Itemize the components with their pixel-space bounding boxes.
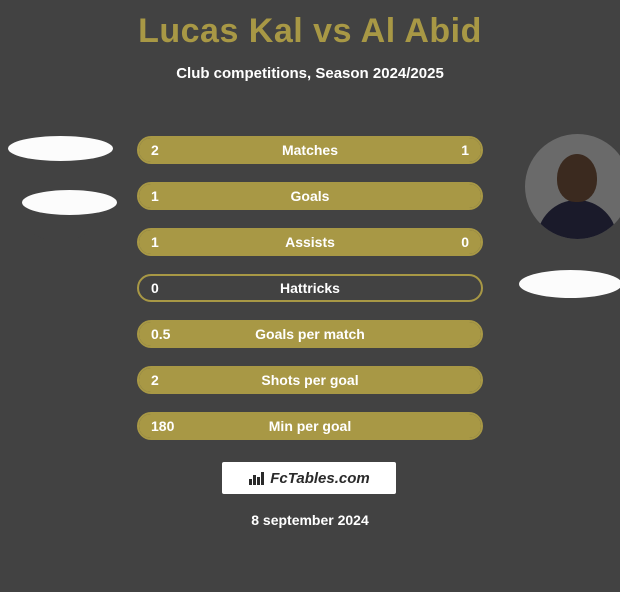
stat-value-right: 1 (461, 138, 469, 162)
stat-label: Goals per match (139, 322, 481, 346)
stat-row: 1 Assists 0 (137, 228, 483, 256)
stat-label: Matches (139, 138, 481, 162)
stat-label: Goals (139, 184, 481, 208)
stat-row: 2 Shots per goal (137, 366, 483, 394)
page-title: Lucas Kal vs Al Abid (0, 12, 620, 51)
stat-label: Min per goal (139, 414, 481, 438)
bars-icon (248, 470, 266, 486)
decorative-oval (8, 136, 113, 161)
decorative-oval (22, 190, 117, 215)
footer-date: 8 september 2024 (0, 512, 620, 528)
stat-row: 180 Min per goal (137, 412, 483, 440)
brand-badge: FcTables.com (222, 462, 396, 494)
stat-row: 1 Goals (137, 182, 483, 210)
stat-row: 0.5 Goals per match (137, 320, 483, 348)
player-right-avatar (525, 134, 620, 239)
stat-label: Assists (139, 230, 481, 254)
stat-label: Shots per goal (139, 368, 481, 392)
brand-logo: FcTables.com (248, 470, 369, 487)
stat-row: 2 Matches 1 (137, 136, 483, 164)
decorative-oval (519, 270, 620, 298)
stat-row: 0 Hattricks (137, 274, 483, 302)
brand-text: FcTables.com (270, 470, 369, 487)
stat-label: Hattricks (139, 276, 481, 300)
page-subtitle: Club competitions, Season 2024/2025 (0, 65, 620, 82)
stat-rows: 2 Matches 1 1 Goals 1 Assists 0 0 Hattri… (137, 136, 483, 458)
stat-value-right: 0 (461, 230, 469, 254)
